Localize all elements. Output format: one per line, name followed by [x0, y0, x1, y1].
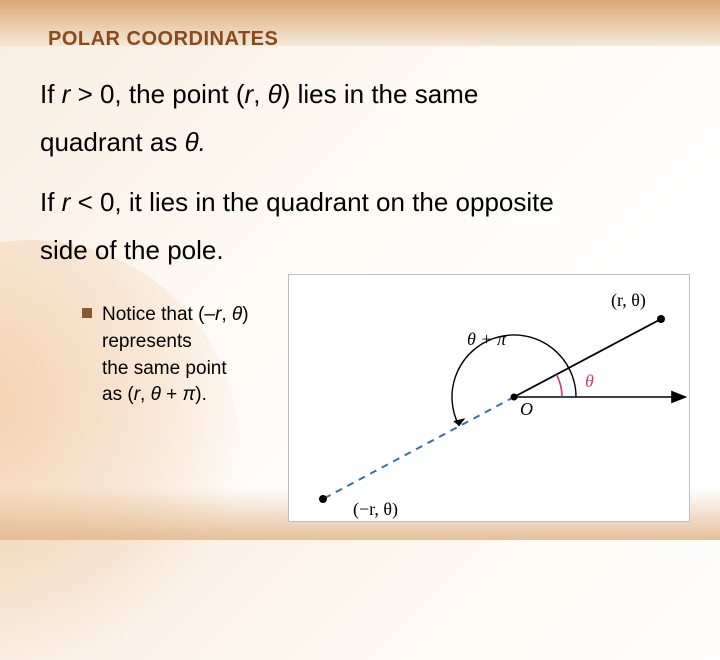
t: side of the pole. — [40, 235, 224, 265]
var-theta: θ. — [185, 127, 206, 157]
t: , — [253, 79, 267, 109]
var-theta: θ — [232, 304, 242, 325]
bullet-block: Notice that (–r, θ) represents the same … — [82, 302, 302, 408]
t: represents — [102, 331, 192, 352]
t: ) — [242, 304, 248, 325]
t: , — [221, 304, 232, 325]
var-theta: θ — [151, 384, 161, 405]
bullet-item: Notice that (–r, θ) represents the same … — [82, 302, 302, 408]
svg-text:(r, θ): (r, θ) — [611, 290, 646, 311]
svg-text:O: O — [520, 399, 533, 419]
t: ). — [195, 384, 207, 405]
svg-text:θ: θ — [585, 371, 594, 391]
svg-text:θ + π: θ + π — [467, 329, 507, 349]
t: Notice that (– — [102, 304, 215, 325]
paragraph-2: If r < 0, it lies in the quadrant on the… — [40, 178, 692, 274]
t: If — [40, 79, 62, 109]
t: the same point — [102, 358, 227, 379]
section-title: POLAR COORDINATES — [48, 28, 278, 51]
t: quadrant as — [40, 127, 185, 157]
t: If — [40, 187, 62, 217]
bullet-text: Notice that (–r, θ) represents the same … — [102, 302, 249, 408]
var-theta: θ — [268, 79, 282, 109]
t: , — [140, 384, 151, 405]
bullet-square-icon — [82, 308, 92, 318]
polar-diagram: Oθ θ + π (r, θ) (−r, θ) — [288, 274, 690, 522]
t: ) lies in the same — [282, 79, 479, 109]
t: + — [161, 384, 183, 405]
diagram-svg: Oθ θ + π (r, θ) (−r, θ) — [289, 275, 689, 521]
svg-text:(−r, θ): (−r, θ) — [353, 499, 398, 520]
var-pi: π — [183, 384, 196, 405]
t: < 0, it lies in the quadrant on the oppo… — [70, 187, 554, 217]
t: > 0, the point ( — [70, 79, 244, 109]
paragraph-1: If r > 0, the point (r, θ) lies in the s… — [40, 70, 692, 166]
t: as ( — [102, 384, 134, 405]
var-r: r — [245, 79, 254, 109]
